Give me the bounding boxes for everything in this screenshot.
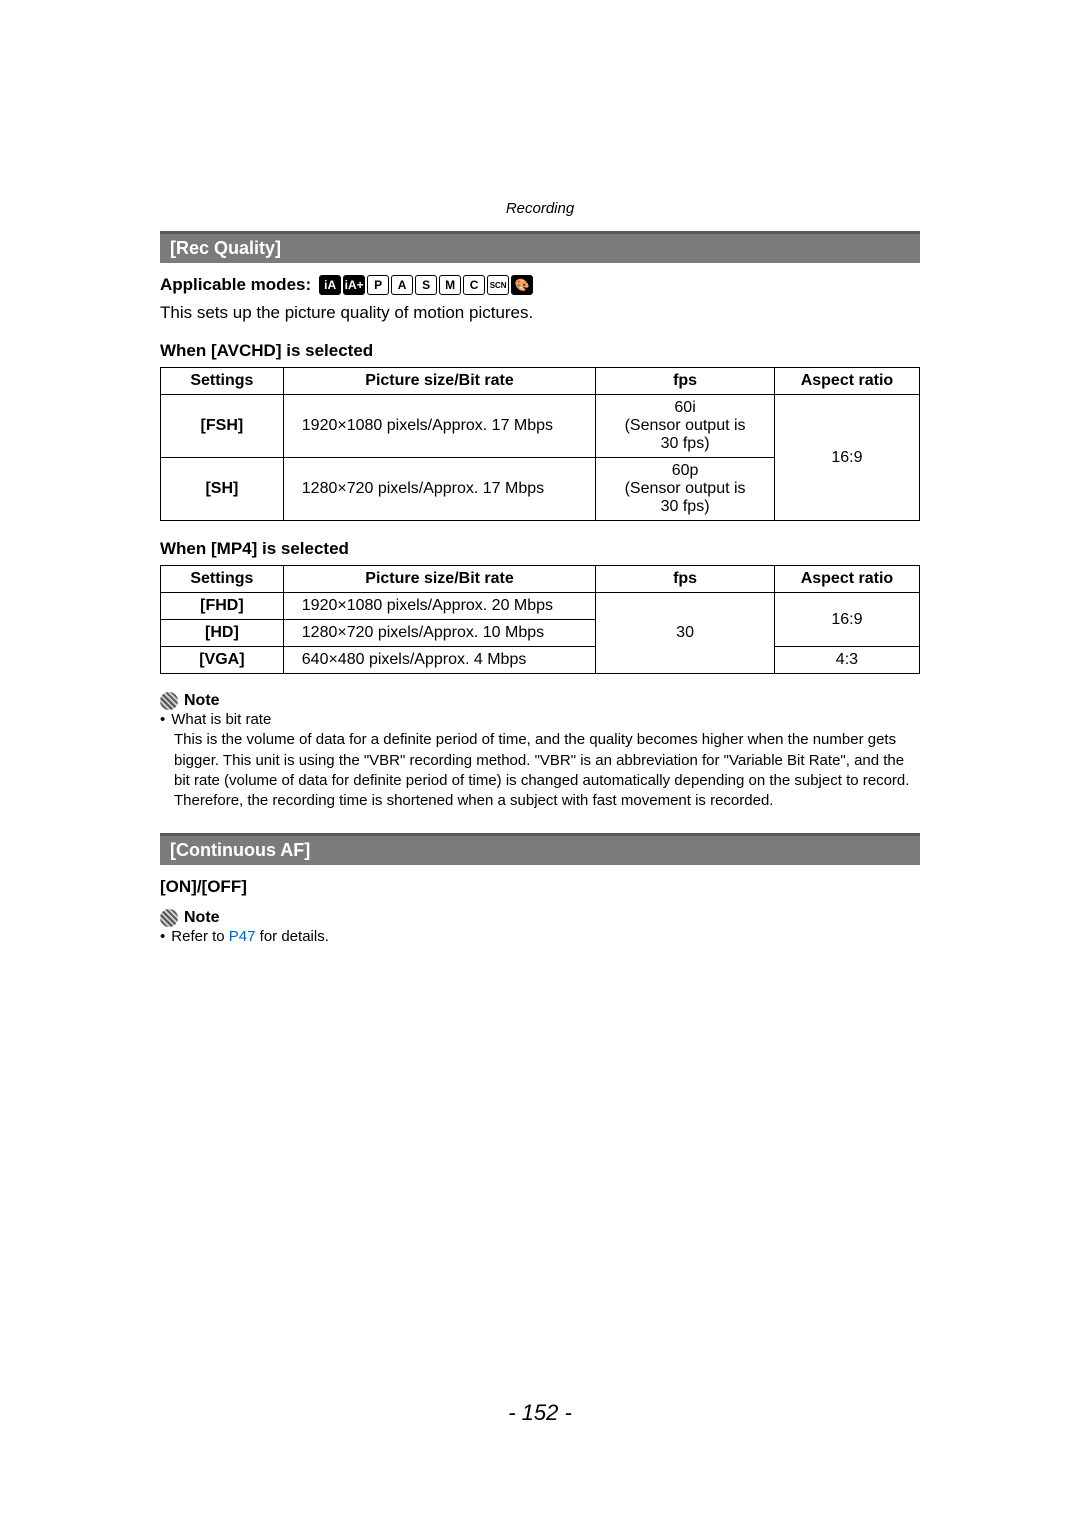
note-label: Note: [184, 692, 220, 710]
note2-prefix: Refer to: [171, 928, 229, 945]
col-aspect: Aspect ratio: [774, 368, 919, 395]
mode-m-icon: M: [439, 275, 461, 295]
mp4-table: Settings Picture size/Bit rate fps Aspec…: [160, 565, 920, 674]
avchd-table: Settings Picture size/Bit rate fps Aspec…: [160, 367, 920, 521]
mode-icons-group: iA iA+ P A S M C SCN 🎨: [319, 275, 533, 295]
mode-s-icon: S: [415, 275, 437, 295]
table-header-row: Settings Picture size/Bit rate fps Aspec…: [161, 566, 920, 593]
note-header-2: Note: [160, 909, 920, 927]
cell-setting: [HD]: [161, 620, 284, 647]
cell-fps: 30: [596, 593, 775, 674]
cell-setting: [FSH]: [161, 395, 284, 458]
mode-p-icon: P: [367, 275, 389, 295]
table-row: [VGA] 640×480 pixels/Approx. 4 Mbps 4:3: [161, 647, 920, 674]
col-settings: Settings: [161, 368, 284, 395]
cell-setting: [SH]: [161, 458, 284, 521]
note-icon: [160, 692, 178, 710]
note-label: Note: [184, 909, 220, 927]
section-continuous-af: [Continuous AF]: [160, 833, 920, 865]
bullet-dot: •: [160, 710, 165, 730]
col-fps: fps: [596, 566, 775, 593]
cell-aspect: 16:9: [774, 395, 919, 521]
mode-creative-icon: 🎨: [511, 275, 533, 295]
bullet-dot: •: [160, 927, 165, 947]
cell-aspect: 4:3: [774, 647, 919, 674]
table-row: [FSH] 1920×1080 pixels/Approx. 17 Mbps 6…: [161, 395, 920, 458]
on-off-label: [ON]/[OFF]: [160, 877, 920, 897]
col-settings: Settings: [161, 566, 284, 593]
note2-suffix: for details.: [256, 928, 329, 945]
mode-iaplus-icon: iA+: [343, 275, 365, 295]
avchd-heading: When [AVCHD] is selected: [160, 341, 920, 361]
cell-setting: [FHD]: [161, 593, 284, 620]
applicable-modes-row: Applicable modes: iA iA+ P A S M C SCN 🎨: [160, 275, 920, 295]
cell-fps: 60p(Sensor output is30 fps): [596, 458, 775, 521]
note-body: • What is bit rate This is the volume of …: [160, 710, 920, 811]
cell-size: 1920×1080 pixels/Approx. 20 Mbps: [283, 593, 596, 620]
cell-aspect: 16:9: [774, 593, 919, 647]
note-body-2: • Refer to P47 for details.: [160, 927, 920, 947]
col-size: Picture size/Bit rate: [283, 368, 596, 395]
cell-setting: [VGA]: [161, 647, 284, 674]
note-icon: [160, 909, 178, 927]
mode-a-icon: A: [391, 275, 413, 295]
mode-c-icon: C: [463, 275, 485, 295]
cell-fps: 60i(Sensor output is30 fps): [596, 395, 775, 458]
note-header: Note: [160, 692, 920, 710]
mode-scn-icon: SCN: [487, 275, 509, 295]
cell-size: 1920×1080 pixels/Approx. 17 Mbps: [283, 395, 596, 458]
applicable-modes-label: Applicable modes:: [160, 275, 311, 295]
mp4-heading: When [MP4] is selected: [160, 539, 920, 559]
table-row: [FHD] 1920×1080 pixels/Approx. 20 Mbps 3…: [161, 593, 920, 620]
rec-quality-description: This sets up the picture quality of moti…: [160, 303, 920, 323]
note2-text: Refer to P47 for details.: [171, 927, 329, 947]
page-link-p47[interactable]: P47: [229, 928, 256, 945]
note-body-text: This is the volume of data for a definit…: [160, 730, 920, 811]
col-fps: fps: [596, 368, 775, 395]
note-bullet-text: What is bit rate: [171, 710, 271, 730]
breadcrumb: Recording: [160, 200, 920, 217]
page-number: - 152 -: [0, 1400, 1080, 1426]
section-rec-quality: [Rec Quality]: [160, 231, 920, 263]
col-size: Picture size/Bit rate: [283, 566, 596, 593]
cell-size: 640×480 pixels/Approx. 4 Mbps: [283, 647, 596, 674]
mode-ia-icon: iA: [319, 275, 341, 295]
cell-size: 1280×720 pixels/Approx. 10 Mbps: [283, 620, 596, 647]
col-aspect: Aspect ratio: [774, 566, 919, 593]
cell-size: 1280×720 pixels/Approx. 17 Mbps: [283, 458, 596, 521]
table-header-row: Settings Picture size/Bit rate fps Aspec…: [161, 368, 920, 395]
